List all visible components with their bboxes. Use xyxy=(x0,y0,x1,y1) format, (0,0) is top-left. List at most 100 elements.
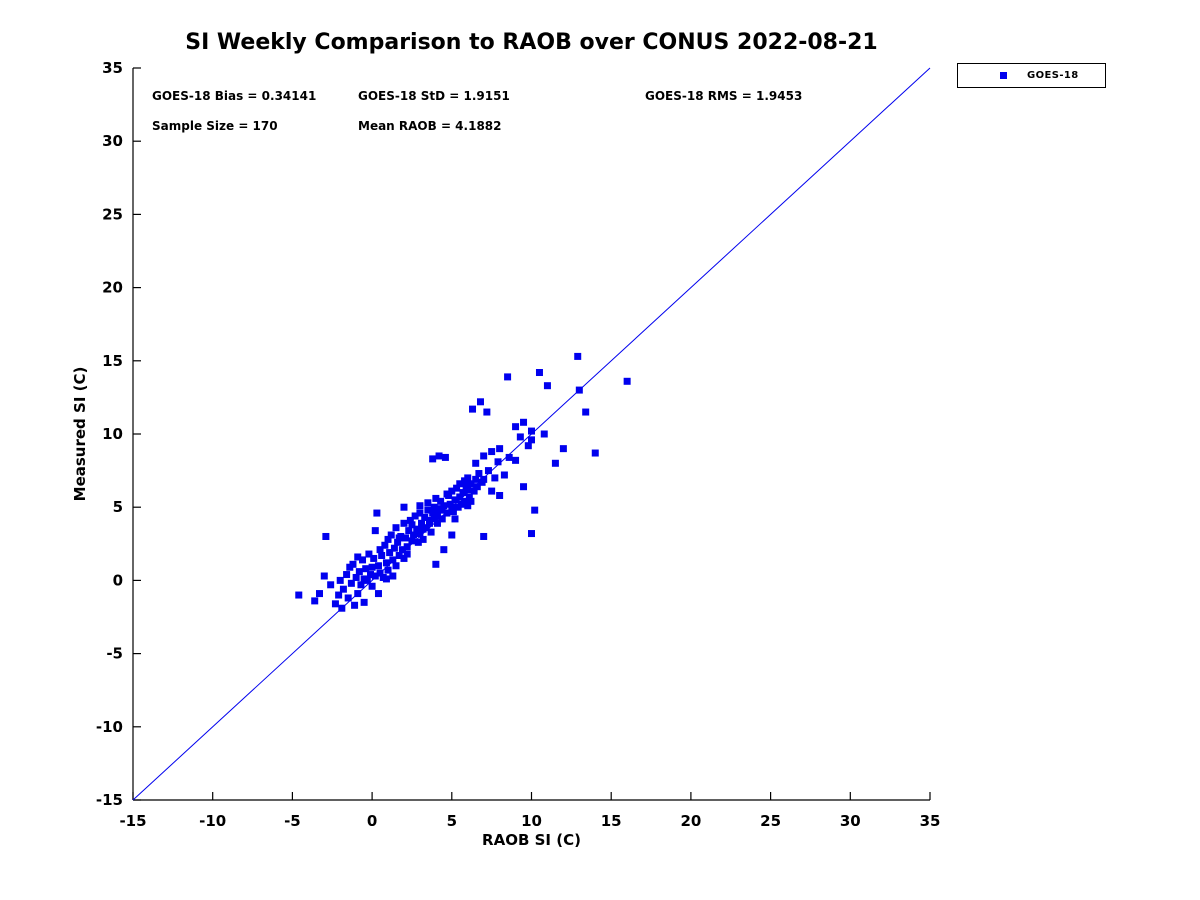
scatter-point xyxy=(429,455,437,463)
x-tick-label: 5 xyxy=(447,812,457,830)
scatter-point xyxy=(465,493,473,501)
scatter-point xyxy=(425,519,433,527)
x-axis-label: RAOB SI (C) xyxy=(482,831,581,849)
scatter-point xyxy=(394,538,402,546)
x-tick-label: -15 xyxy=(119,812,146,830)
scatter-point xyxy=(441,453,449,461)
scatter-point xyxy=(438,515,446,523)
scatter-point xyxy=(451,496,459,504)
scatter-point xyxy=(359,556,367,564)
scatter-point xyxy=(351,601,359,609)
scatter-point xyxy=(437,497,445,505)
scatter-point xyxy=(336,576,344,584)
scatter-point xyxy=(528,436,535,444)
scatter-point xyxy=(400,503,408,511)
scatter-point xyxy=(402,534,410,542)
scatter-point xyxy=(368,563,376,571)
scatter-point xyxy=(354,553,362,561)
scatter-point xyxy=(488,448,496,456)
scatter-point xyxy=(365,550,373,558)
scatter-point xyxy=(440,502,448,510)
scatter-point xyxy=(475,470,483,478)
scatter-point xyxy=(505,453,513,461)
scatter-point xyxy=(424,506,432,514)
scatter-point xyxy=(327,581,335,589)
scatter-point xyxy=(374,590,382,598)
scatter-point xyxy=(403,550,411,558)
scatter-point xyxy=(512,456,520,464)
scatter-point xyxy=(421,513,429,521)
scatter-point xyxy=(433,511,441,519)
scatter-point xyxy=(531,506,539,514)
y-tick-label: -10 xyxy=(96,718,123,736)
legend-square-marker-icon xyxy=(1000,72,1007,79)
x-tick-label: 30 xyxy=(840,812,861,830)
scatter-point xyxy=(381,541,389,549)
scatter-point xyxy=(416,530,424,538)
scatter-point xyxy=(374,562,382,570)
y-tick-label: 20 xyxy=(102,279,123,297)
scatter-point xyxy=(551,459,559,467)
scatter-point xyxy=(496,445,504,453)
scatter-point xyxy=(451,515,459,523)
scatter-point xyxy=(520,483,528,491)
scatter-point xyxy=(387,531,395,539)
stat-sample-size: Sample Size = 170 xyxy=(152,119,278,133)
scatter-point xyxy=(440,546,448,554)
legend-label: GOES-18 xyxy=(1027,70,1079,81)
scatter-point xyxy=(416,509,424,517)
scatter-point xyxy=(559,445,567,453)
scatter-point xyxy=(343,571,351,579)
y-tick-label: -5 xyxy=(106,645,123,663)
scatter-point xyxy=(368,582,376,590)
scatter-point xyxy=(406,516,414,524)
y-tick-label: -15 xyxy=(96,791,123,809)
stat-mean-raob: Mean RAOB = 4.1882 xyxy=(358,119,502,133)
scatter-point xyxy=(476,398,484,406)
stat-std: GOES-18 StD = 1.9151 xyxy=(358,89,510,103)
scatter-point xyxy=(295,591,303,599)
scatter-point xyxy=(357,581,365,589)
scatter-point xyxy=(405,527,413,535)
scatter-point xyxy=(354,590,362,598)
x-tick-label: 0 xyxy=(367,812,377,830)
scatter-point xyxy=(392,524,400,532)
scatter-point xyxy=(311,597,319,605)
scatter-point xyxy=(398,546,406,554)
scatter-point xyxy=(459,489,467,497)
legend: GOES-18 xyxy=(957,63,1106,88)
scatter-point xyxy=(331,600,339,608)
y-tick-label: 10 xyxy=(102,425,123,443)
scatter-point xyxy=(445,491,453,499)
scatter-point xyxy=(418,519,426,527)
scatter-point xyxy=(491,474,499,482)
scatter-point xyxy=(362,565,370,573)
scatter-point xyxy=(389,556,397,564)
y-tick-label: 30 xyxy=(102,132,123,150)
y-tick-label: 35 xyxy=(102,59,123,77)
scatter-point xyxy=(575,386,583,394)
scatter-point xyxy=(472,475,480,483)
scatter-point xyxy=(347,579,355,587)
scatter-point xyxy=(469,405,477,413)
chart-title: SI Weekly Comparison to RAOB over CONUS … xyxy=(185,30,878,55)
scatter-point xyxy=(520,418,528,426)
scatter-point xyxy=(424,499,432,507)
y-tick-label: 0 xyxy=(113,571,123,589)
scatter-point xyxy=(464,486,472,494)
scatter-point xyxy=(390,544,398,552)
scatter-point xyxy=(408,537,416,545)
scatter-point xyxy=(403,543,411,551)
scatter-point xyxy=(419,535,427,543)
scatter-point xyxy=(484,467,492,475)
scatter-point xyxy=(535,369,543,377)
scatter-point xyxy=(467,480,475,488)
scatter-point xyxy=(483,408,491,416)
scatter-point xyxy=(395,552,403,560)
scatter-point xyxy=(411,512,419,520)
scatter-point xyxy=(315,590,323,598)
scatter-point xyxy=(528,427,535,435)
scatter-point xyxy=(355,568,363,576)
scatter-point xyxy=(500,471,508,479)
scatter-point xyxy=(456,493,464,501)
